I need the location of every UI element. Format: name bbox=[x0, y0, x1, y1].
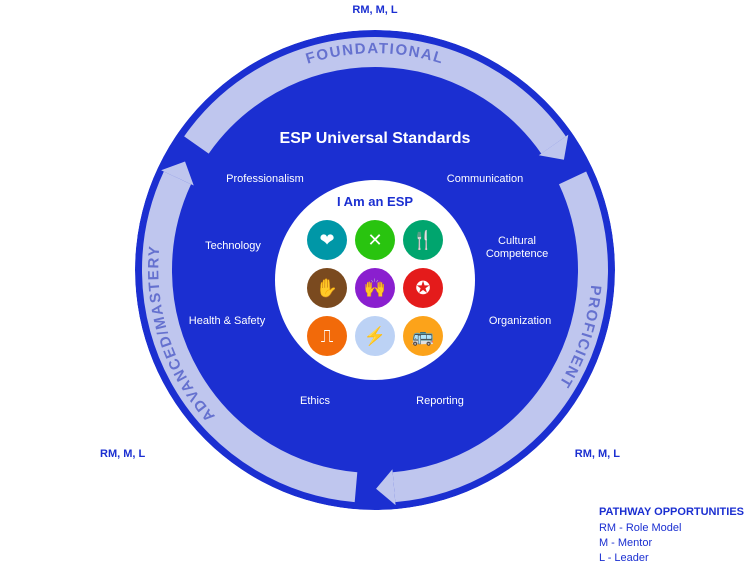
legend-title: PATHWAY OPPORTUNITIES bbox=[599, 505, 744, 520]
support-icon: 🙌 bbox=[355, 268, 395, 308]
legend: PATHWAY OPPORTUNITIES RM - Role Model M … bbox=[599, 505, 744, 566]
inner-title: I Am an ESP bbox=[337, 194, 413, 209]
health-icon: ❤ bbox=[307, 220, 347, 260]
standard-label: Communication bbox=[435, 173, 535, 186]
crossed-icon: ✕ bbox=[355, 220, 395, 260]
standard-label: Organization bbox=[470, 315, 570, 328]
main-circle: FOUNDATIONAL PROFICIENT ADVANCED/MASTERY… bbox=[135, 30, 615, 510]
standard-label: CulturalCompetence bbox=[467, 235, 567, 260]
bus-icon: 🚌 bbox=[403, 316, 443, 356]
legend-line: M - Mentor bbox=[599, 536, 744, 551]
standard-label: Professionalism bbox=[215, 173, 315, 186]
outer-label-right: RM, M, L bbox=[575, 448, 620, 460]
section-title: ESP Universal Standards bbox=[280, 130, 471, 148]
standard-label: Health & Safety bbox=[177, 315, 277, 328]
outer-label-left: RM, M, L bbox=[100, 448, 145, 460]
standard-label: Reporting bbox=[390, 395, 490, 408]
diagram-stage: RM, M, L RM, M, L RM, M, L FOUNDATIONAL … bbox=[0, 0, 750, 572]
standard-label: Ethics bbox=[265, 395, 365, 408]
standard-label: Technology bbox=[183, 240, 283, 253]
icon-grid: ❤✕🍴 ✋🙌✪ ⎍⚡🚌 bbox=[307, 220, 443, 356]
outer-label-top: RM, M, L bbox=[352, 4, 397, 16]
plug-icon: ⚡ bbox=[355, 316, 395, 356]
legend-line: L - Leader bbox=[599, 551, 744, 566]
clamp-icon: ⎍ bbox=[307, 316, 347, 356]
hands-icon: ✋ bbox=[307, 268, 347, 308]
arc-label-foundational: FOUNDATIONAL bbox=[304, 40, 446, 67]
inner-circle: I Am an ESP ❤✕🍴 ✋🙌✪ ⎍⚡🚌 bbox=[275, 180, 475, 380]
badge-icon: ✪ bbox=[403, 268, 443, 308]
food-icon: 🍴 bbox=[403, 220, 443, 260]
arc-label-advanced-mastery: ADVANCED/MASTERY bbox=[145, 244, 218, 424]
legend-line: RM - Role Model bbox=[599, 521, 744, 536]
arc-label-proficient: PROFICIENT bbox=[555, 285, 604, 392]
